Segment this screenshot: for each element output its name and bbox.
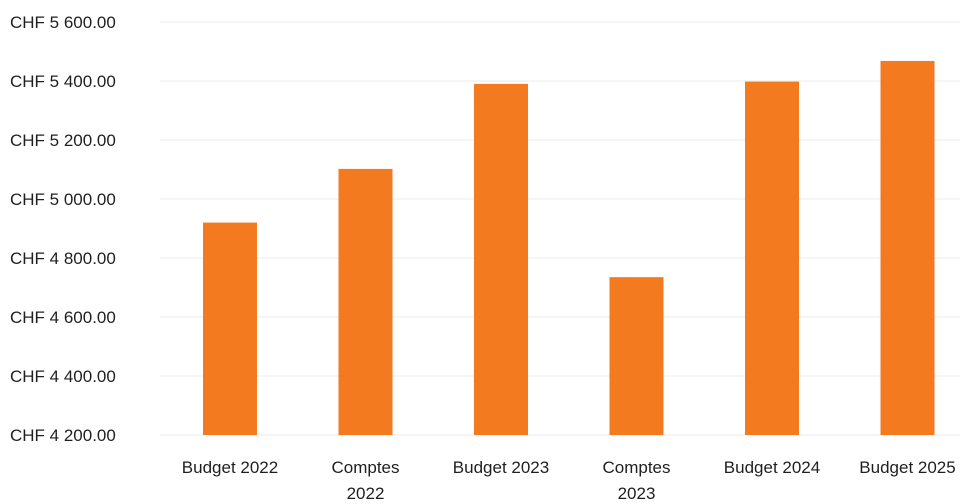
- y-axis-tick-labels: CHF 4 200.00 CHF 4 400.00 CHF 4 600.00 CHF …: [10, 13, 116, 445]
- x-axis-category-labels: Budget 2022 Comptes 2022 Budget 2023 Comptes…: [182, 458, 956, 503]
- y-tick-label: CHF 5 400.00: [10, 72, 116, 91]
- x-category-label-line: Budget 2025: [859, 458, 955, 477]
- bar: [745, 81, 799, 435]
- x-category-label-line: 2023: [618, 484, 656, 503]
- x-category-label: Comptes 2023: [602, 458, 670, 503]
- x-category-label-line: 2022: [347, 484, 385, 503]
- y-tick-label: CHF 4 400.00: [10, 367, 116, 386]
- bars: [203, 60, 935, 435]
- x-category-label: Budget 2024: [724, 458, 820, 477]
- y-tick-label: CHF 4 800.00: [10, 249, 116, 268]
- y-tick-label: CHF 5 600.00: [10, 13, 116, 32]
- x-category-label: Budget 2025: [859, 458, 955, 477]
- x-category-label-line: Comptes: [331, 458, 399, 477]
- bar: [609, 277, 664, 435]
- x-category-label-line: Budget 2022: [182, 458, 278, 477]
- gridlines: [160, 21, 960, 436]
- bar: [880, 60, 935, 435]
- bar: [474, 83, 528, 435]
- x-category-label-line: Budget 2024: [724, 458, 820, 477]
- y-tick-label: CHF 4 200.00: [10, 426, 116, 445]
- x-category-label-line: Comptes: [602, 458, 670, 477]
- y-tick-label: CHF 5 200.00: [10, 131, 116, 150]
- bar: [203, 222, 257, 435]
- bar: [338, 168, 393, 435]
- x-category-label: Comptes 2022: [331, 458, 399, 503]
- y-tick-label: CHF 4 600.00: [10, 308, 116, 327]
- x-category-label: Budget 2022: [182, 458, 278, 477]
- x-category-label-line: Budget 2023: [453, 458, 549, 477]
- y-tick-label: CHF 5 000.00: [10, 190, 116, 209]
- x-category-label: Budget 2023: [453, 458, 549, 477]
